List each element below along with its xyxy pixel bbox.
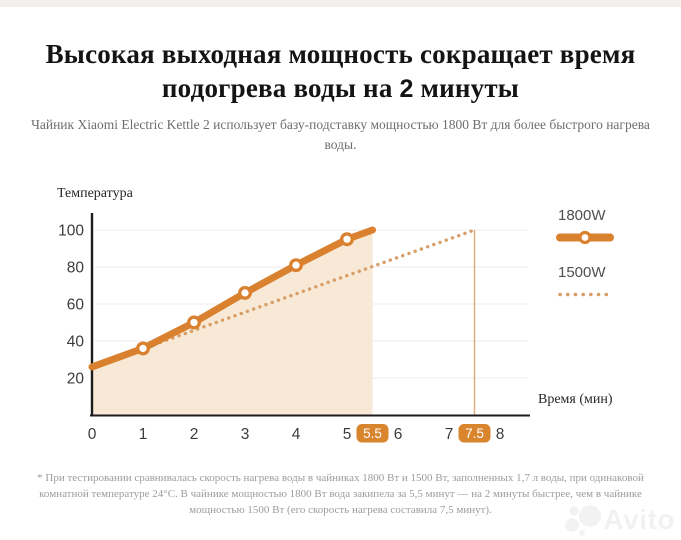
footnote: * При тестировании сравнивалась скорость… — [37, 472, 644, 516]
x-axis-title: Время (мин) — [538, 392, 613, 407]
x-tick-badge — [356, 424, 389, 443]
legend-label-1500w: 1500W — [558, 264, 606, 281]
page-title-line2: подогрева воды на 2 минуты — [161, 73, 520, 104]
watermark: Avito — [564, 503, 675, 537]
x-tick-label: 0 — [88, 426, 97, 443]
x-tick-label: 6 — [394, 426, 403, 443]
top-divider — [0, 0, 681, 7]
data-point-marker — [340, 232, 354, 247]
data-point-marker — [289, 258, 303, 273]
legend-entry-1500w: 1500W — [556, 264, 646, 308]
legend-entry-1800w: 1800W — [556, 207, 646, 251]
y-tick-label: 20 — [67, 371, 85, 388]
subtitle: Чайник Xiaomi Electric Kettle 2 использу… — [31, 116, 650, 152]
x-tick-label: 7 — [445, 426, 454, 443]
area-fill-1800w — [92, 230, 373, 416]
y-tick-label: 100 — [58, 223, 84, 240]
page-title: Высокая выходная мощность сокращает врем… — [0, 37, 681, 106]
y-tick-label: 80 — [67, 260, 85, 277]
legend-sample-dotted-icon — [558, 292, 612, 297]
x-tick-badge-label: 5.5 — [363, 426, 382, 441]
x-tick-label: 1 — [139, 426, 148, 443]
data-point-marker — [187, 315, 201, 330]
x-tick-label: 5 — [343, 426, 352, 443]
y-tick-label: 60 — [67, 297, 85, 314]
legend-label-1800w: 1800W — [558, 207, 606, 224]
page-title-line1: Высокая выходная мощность сокращает врем… — [45, 39, 636, 70]
data-point-marker — [238, 285, 252, 300]
watermark-text: Avito — [603, 504, 675, 535]
x-tick-label: 4 — [292, 426, 301, 443]
legend-sample-solid-icon — [556, 230, 614, 245]
x-tick-label: 8 — [496, 426, 505, 443]
x-tick-label: 2 — [190, 426, 199, 443]
chart-legend: 1800W 1500W — [556, 207, 646, 321]
data-point-marker — [136, 341, 150, 356]
bold-number: 2 — [399, 75, 414, 104]
y-axis-title: Температура — [57, 186, 133, 201]
x-tick-badge — [458, 424, 491, 443]
avito-logo-icon — [564, 505, 601, 536]
y-tick-label: 40 — [67, 334, 85, 351]
x-tick-badge-label: 7.5 — [465, 426, 484, 441]
x-tick-label: 3 — [241, 426, 250, 443]
